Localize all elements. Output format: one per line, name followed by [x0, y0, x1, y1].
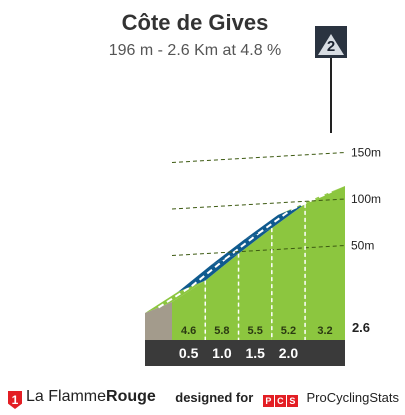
- center-line: [191, 258, 226, 287]
- gradient-label: 5.8: [214, 325, 229, 337]
- segment-face: [238, 228, 272, 340]
- badge-label: 2: [327, 38, 335, 55]
- profile-area: 50m 100m 150m 4.6 5.8 5.5 5.2 3.2 0.5 1.0 1.5 2.0 2.…: [145, 146, 381, 366]
- designed-for-label: designed for: [175, 390, 254, 405]
- distance-label: 2.0: [279, 345, 299, 361]
- center-line: [157, 285, 193, 309]
- brand-left-b: Rouge: [106, 388, 156, 405]
- mountain-icon: [318, 34, 344, 55]
- distance-label: 1.5: [245, 345, 265, 361]
- climb-title: Côte de Gives: [121, 10, 269, 35]
- segment-face: [205, 253, 239, 340]
- elevation-label: 150m: [351, 146, 381, 160]
- center-line: [257, 208, 293, 235]
- segment-face: [172, 280, 206, 340]
- category-badge: 2: [315, 26, 347, 133]
- segment-top: [145, 280, 206, 313]
- laflammerouge-logo: 1 La FlammeRouge: [8, 388, 156, 409]
- climb-subtitle: 196 m - 2.6 Km at 4.8 %: [108, 42, 282, 59]
- distance-label: 1.0: [212, 345, 232, 361]
- distance-label: 2.6: [352, 320, 370, 335]
- elevation-label: 50m: [351, 239, 374, 253]
- profile-chart: 2 50m 100m 150m 4.6 5.8 5.5 5.2 3.2 0.5 1.0 1.5 2.0…: [145, 26, 381, 366]
- elevation-gridline: [171, 245, 346, 256]
- elevation-gridline: [171, 152, 346, 163]
- center-line: [291, 190, 332, 211]
- segment-face: [305, 186, 345, 340]
- center-line: [224, 232, 259, 260]
- elevation-gridline: [171, 198, 346, 210]
- gradient-label: 3.2: [317, 325, 332, 337]
- gradient-label: 5.5: [248, 325, 263, 337]
- flag-icon: 1: [8, 391, 22, 409]
- pcs-name: ProCyclingStats: [306, 390, 399, 405]
- distance-bar: [145, 340, 345, 366]
- segment-face: [271, 203, 306, 340]
- gradient-label: 4.6: [181, 325, 196, 337]
- gradient-label: 5.2: [281, 325, 296, 337]
- elevation-label: 100m: [351, 192, 381, 206]
- distance-label: 0.5: [179, 345, 199, 361]
- brand-left-a: La Flamme: [26, 388, 107, 405]
